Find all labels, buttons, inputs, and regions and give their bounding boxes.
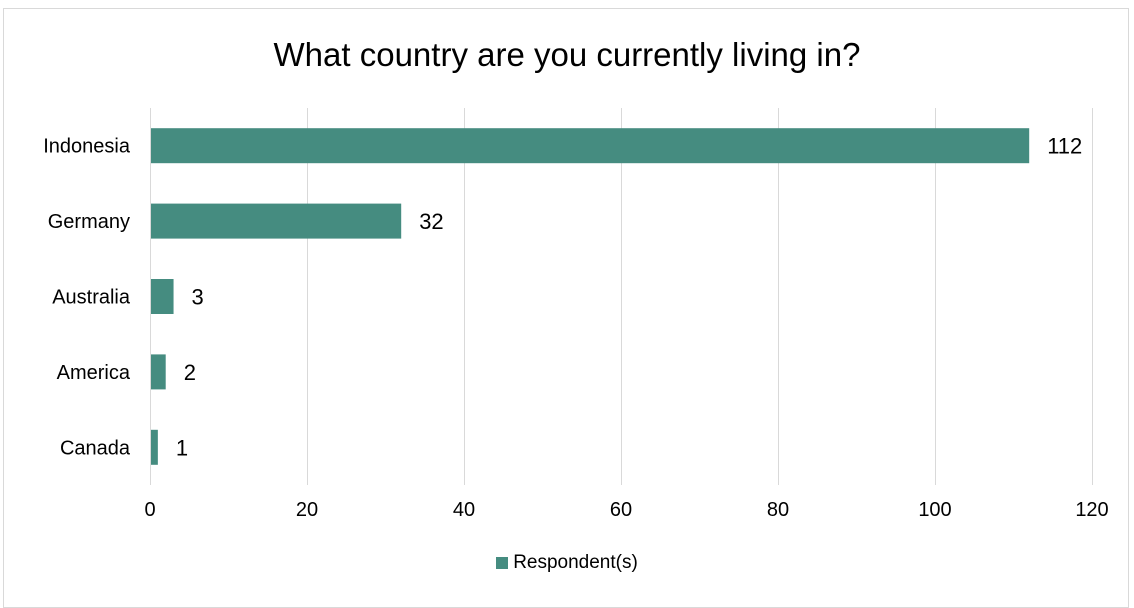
category-label: Indonesia xyxy=(43,136,131,158)
bar xyxy=(151,354,166,390)
data-label: 3 xyxy=(192,285,204,310)
legend-swatch xyxy=(496,557,509,569)
legend: Respondent(s) xyxy=(0,551,1134,575)
x-tick-label: 60 xyxy=(610,499,632,521)
legend-label: Respondent(s) xyxy=(513,552,638,573)
category-label: Germany xyxy=(48,211,130,233)
x-tick-label: 120 xyxy=(1075,499,1108,521)
data-label: 32 xyxy=(419,209,443,234)
grid-lines xyxy=(150,108,1093,485)
bar xyxy=(151,429,158,465)
x-tick-label: 100 xyxy=(918,499,951,521)
category-label: Canada xyxy=(60,437,131,459)
x-tick-label: 80 xyxy=(767,499,789,521)
data-label: 1 xyxy=(176,435,188,460)
category-label: America xyxy=(57,362,131,384)
bar xyxy=(151,128,1030,164)
bar xyxy=(151,279,174,314)
chart-frame xyxy=(3,8,1129,608)
bar xyxy=(151,203,402,239)
chart-title: What country are you currently living in… xyxy=(273,36,861,73)
x-tick-label: 20 xyxy=(296,499,318,521)
bars xyxy=(151,128,1030,465)
x-tick-label: 0 xyxy=(144,499,155,521)
x-tick-label: 40 xyxy=(453,499,475,521)
data-label: 2 xyxy=(184,360,196,385)
data-label: 112 xyxy=(1047,134,1082,159)
category-label: Australia xyxy=(52,287,131,309)
